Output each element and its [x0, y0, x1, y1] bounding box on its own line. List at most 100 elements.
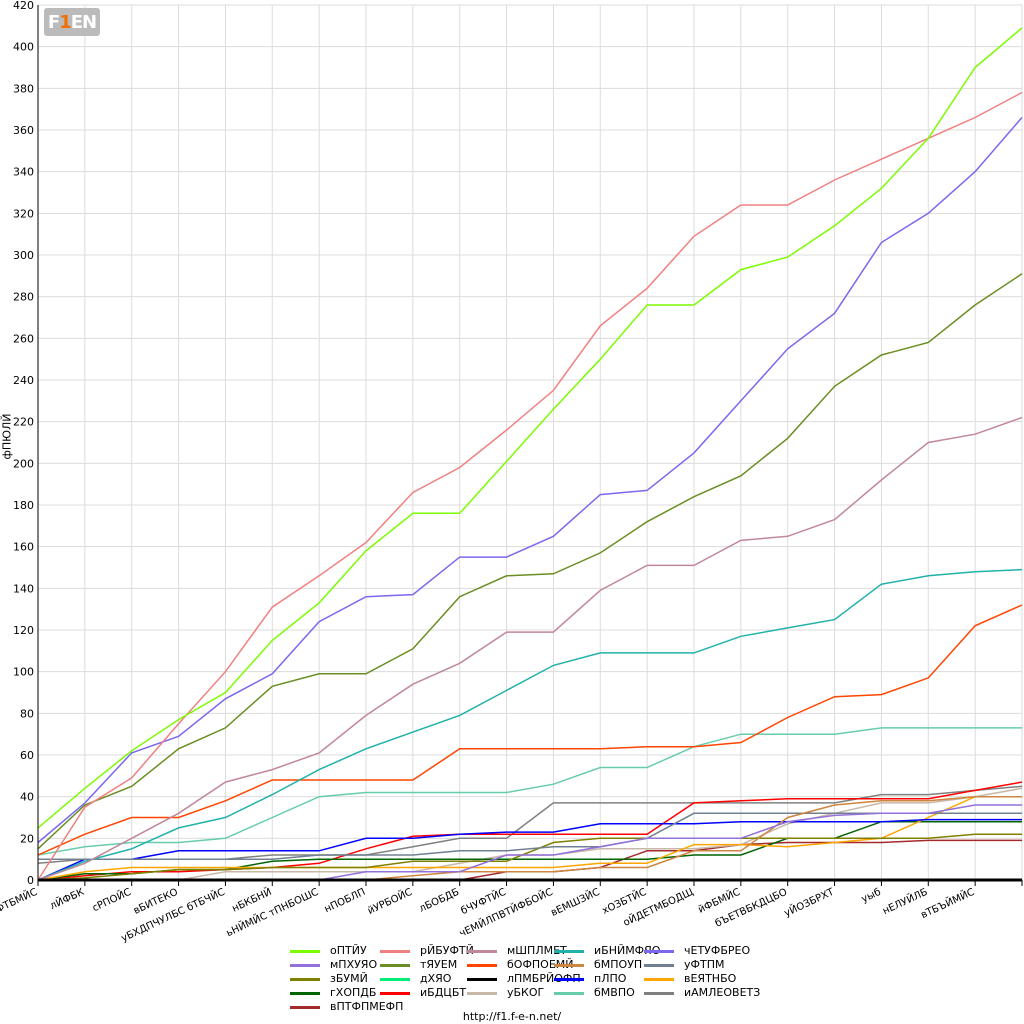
legend-label: вПТФПМЕФП — [330, 1000, 404, 1013]
legend-item: мПХУЯО — [290, 958, 377, 972]
x-tick-label: лБОБДБ — [418, 887, 461, 915]
y-tick-label: 400 — [13, 41, 34, 54]
y-tick-label: 120 — [13, 624, 34, 637]
y-tick-label: 420 — [13, 0, 34, 12]
legend-label: лПМБРЙОФП — [507, 972, 581, 985]
legend-swatch — [380, 977, 410, 981]
legend-item: уБКОГ — [467, 986, 544, 1000]
legend-label: бМПОУП — [594, 958, 643, 971]
legend-label: дХЯО — [420, 972, 452, 985]
legend-item: гХОПДБ — [290, 986, 376, 1000]
legend-swatch — [554, 949, 584, 953]
legend-label: иБДЦБТ — [420, 986, 467, 999]
series-line — [37, 568, 1023, 881]
legend-item: мШПЛМЕТ — [467, 944, 567, 958]
legend-swatch — [554, 991, 584, 995]
legend-swatch — [644, 977, 674, 981]
legend-swatch — [554, 977, 584, 981]
y-tick-label: 80 — [20, 707, 34, 720]
y-tick-label: 160 — [13, 541, 34, 554]
series-line — [37, 27, 1023, 829]
legend-item: бОФПОЕМЙ — [467, 958, 574, 972]
x-tick-label: йУРБОЙС — [365, 885, 414, 917]
legend-item: дХЯО — [380, 972, 451, 986]
legend-swatch — [290, 977, 320, 981]
legend-label: мПХУЯО — [330, 958, 378, 971]
x-tick-label: уыб — [860, 887, 883, 905]
series-line — [37, 117, 1023, 844]
legend-label: зБУМЙ — [330, 972, 368, 985]
legend-swatch — [467, 949, 497, 953]
series-line — [37, 727, 1022, 856]
y-tick-label: 280 — [13, 291, 34, 304]
legend-item: чЕТУФБРЕО — [644, 944, 750, 958]
legend-swatch — [380, 949, 410, 953]
series-line — [38, 812, 1022, 860]
y-tick-label: 360 — [13, 124, 34, 137]
y-tick-label: 300 — [13, 249, 34, 262]
series-line — [37, 273, 1023, 850]
series-line — [37, 91, 1023, 881]
legend-item: уФТПМ — [644, 958, 724, 972]
footer-url[interactable]: http://f1.f-e-n.net/ — [462, 1010, 562, 1023]
y-tick-label: 220 — [13, 416, 34, 429]
legend-swatch — [467, 977, 497, 981]
y-tick-label: 380 — [13, 82, 34, 95]
legend-label: мШПЛМЕТ — [507, 944, 567, 957]
legend-swatch — [380, 991, 410, 995]
y-tick-label: 320 — [13, 207, 34, 220]
legend-swatch — [290, 1005, 320, 1009]
series-lines — [37, 27, 1023, 881]
legend-item: бМПОУП — [554, 958, 642, 972]
legend-swatch — [290, 963, 320, 967]
legend-item: пЛПО — [554, 972, 626, 986]
legend-item: иАМЛЕОВЕТЗ — [644, 986, 760, 1000]
legend-swatch — [380, 963, 410, 967]
y-tick-label: 340 — [13, 166, 34, 179]
legend-label: чЕТУФБРЕО — [684, 944, 751, 957]
legend-item: оПТЙУ — [290, 944, 367, 958]
x-tick-label: вТБЪЙМЙС — [919, 885, 977, 921]
legend-label: бОФПОЕМЙ — [507, 958, 574, 971]
legend-label: иБНЙМФЯО — [594, 944, 661, 957]
legend-label: уБКОГ — [507, 986, 545, 999]
legend-item: зБУМЙ — [290, 972, 368, 986]
legend-swatch — [467, 963, 497, 967]
x-tick-label: бЧУФТБМЙС — [0, 885, 39, 924]
series-line — [38, 839, 1022, 881]
legend-label: гХОПДБ — [330, 986, 377, 999]
y-tick-label: 140 — [13, 582, 34, 595]
legend-label: иАМЛЕОВЕТЗ — [684, 986, 761, 999]
y-axis-label: фПЮЛЙ — [0, 413, 14, 460]
legend-item: вЕЯТНБО — [644, 972, 736, 986]
x-tick-label: вЕМШЗЙС — [549, 885, 602, 919]
series-line — [37, 833, 1022, 881]
axes — [37, 5, 1022, 882]
series-line — [37, 604, 1023, 856]
x-tick-label: лЙФБК — [48, 885, 87, 912]
legend-item: иБНЙМФЯО — [554, 944, 660, 958]
x-tick-label: уЙОЗБРХТ — [782, 885, 837, 920]
legend-item: тЯУЕМ — [380, 958, 457, 972]
series-line — [37, 781, 1023, 881]
legend-item: бМВПО — [554, 986, 635, 1000]
x-tick-label: сРПОЙС — [90, 885, 133, 914]
f1en-logo: F 1 EN — [44, 8, 100, 36]
y-tick-label: 240 — [13, 374, 34, 387]
y-tick-label: 20 — [20, 832, 34, 845]
y-tick-label: 40 — [20, 791, 34, 804]
y-tick-label: 100 — [13, 666, 34, 679]
y-tick-label: 260 — [13, 332, 34, 345]
legend-swatch — [290, 991, 320, 995]
series-line — [37, 818, 1022, 881]
legend-item: рЙБУФТЙ — [380, 944, 474, 958]
series-line — [37, 416, 1023, 881]
legend-label: вЕЯТНБО — [684, 972, 737, 985]
legend-swatch — [554, 963, 584, 967]
y-tick-label: 180 — [13, 499, 34, 512]
y-tick-label: 200 — [13, 457, 34, 470]
legend-label: уФТПМ — [684, 958, 725, 971]
legend-item: вПТФПМЕФП — [290, 1000, 403, 1014]
